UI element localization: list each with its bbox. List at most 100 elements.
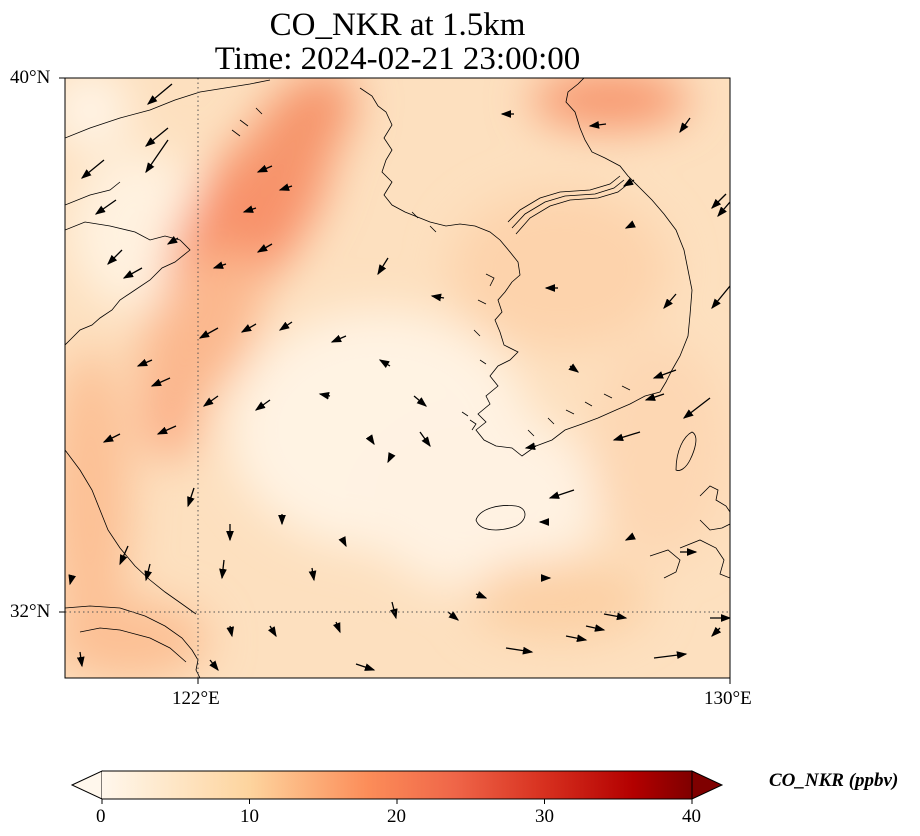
korea-west-coast — [475, 78, 693, 457]
map-title-line2: Time: 2024-02-21 23:00:00 — [214, 41, 581, 77]
kyushu-coast — [649, 485, 730, 579]
wind-vector-arrow — [505, 646, 534, 655]
wind-vector-arrow — [242, 205, 257, 213]
korea-islands — [411, 211, 631, 437]
wind-vector-arrow — [524, 442, 537, 451]
wind-vector-arrow — [330, 334, 347, 343]
wind-vector-arrow — [68, 574, 76, 586]
wind-vector-arrow — [548, 489, 575, 499]
wind-vector-arrow — [102, 433, 121, 443]
wind-vector-arrow — [644, 393, 665, 401]
wind-vector-arrow — [717, 201, 730, 217]
wind-vector-arrow — [308, 567, 317, 582]
colorbar — [70, 770, 724, 804]
wind-vector-arrow — [365, 434, 375, 446]
wind-vector-arrow — [219, 559, 227, 580]
wind-vector-arrow — [144, 563, 152, 582]
wind-vector-arrow — [198, 327, 219, 339]
wind-vector-arrow — [711, 193, 727, 209]
shandong-islands — [231, 107, 263, 137]
colorbar-tick-40: 40 — [682, 806, 701, 827]
wind-vector-arrow — [378, 359, 391, 369]
wind-vector-arrow — [588, 121, 607, 129]
yangtze-coast — [65, 449, 201, 678]
wind-vector-arrow — [94, 199, 117, 215]
colorbar-tick-10: 10 — [240, 806, 259, 827]
wind-vector-arrow — [202, 395, 219, 407]
wind-vector-arrow — [278, 183, 293, 191]
wind-vector-arrow — [568, 363, 580, 373]
concentration-field — [65, 78, 730, 678]
colorbar-tick-20: 20 — [387, 806, 406, 827]
wind-vector-arrow — [278, 321, 293, 331]
bohai-west-coast — [65, 181, 121, 206]
wind-vector-arrow — [652, 369, 677, 379]
yalu-border — [507, 175, 629, 235]
wind-vector-arrow — [603, 612, 628, 621]
wind-vector-arrow — [156, 425, 177, 435]
colorbar-min-extend — [70, 770, 103, 800]
china-coast-north — [65, 221, 191, 346]
wind-vector-arrow — [209, 659, 219, 672]
wind-vector-arrow — [622, 177, 635, 187]
colorbar-tick-30: 30 — [535, 806, 554, 827]
jeju-island — [475, 505, 526, 531]
wind-vector-arrow — [682, 397, 711, 419]
wind-vector-arrow — [256, 164, 273, 173]
wind-vector-arrow — [430, 293, 445, 302]
wind-vector-arrow — [711, 285, 730, 310]
coastlines — [65, 78, 730, 678]
wind-vector-arrow — [663, 293, 677, 309]
wind-vector-arrow — [267, 625, 277, 638]
wind-vector-arrow — [355, 663, 376, 671]
wind-vector-arrow — [212, 261, 227, 269]
liaodong-coast — [65, 79, 271, 139]
wind-vector-arrow — [145, 139, 169, 174]
colorbar-gradient — [102, 771, 692, 799]
wind-vector-arrow — [80, 159, 105, 179]
wind-vector-arrow — [256, 243, 273, 253]
wind-vector-arrow — [419, 431, 431, 448]
wind-vector-arrow — [107, 249, 123, 265]
wind-vector-arrow — [240, 323, 257, 333]
wind-vector-arrow — [413, 395, 427, 407]
wind-vector-arrow — [387, 452, 396, 464]
wind-vector-arrow — [332, 621, 341, 634]
wind-vectors — [68, 83, 730, 672]
wind-vector-arrow — [122, 267, 143, 279]
wind-vector-arrow — [624, 532, 636, 541]
map-title-line1: CO_NKR at 1.5km — [269, 7, 526, 43]
wind-vector-arrow — [565, 634, 588, 643]
gridlines — [65, 78, 730, 678]
wind-vector-arrow — [166, 235, 179, 245]
wind-vector-arrow — [585, 624, 606, 632]
wind-vector-arrow — [119, 545, 129, 566]
wind-vector-arrow — [136, 358, 153, 367]
lat-tick-32n: 32°N — [10, 601, 51, 622]
map-frame — [64, 77, 731, 679]
lon-tick-130e: 130°E — [704, 688, 752, 709]
wind-vector-arrow — [144, 127, 169, 147]
colorbar-max-extend — [691, 770, 724, 800]
wind-vector-arrow — [653, 651, 688, 659]
lon-tick-122e: 122°E — [172, 688, 220, 709]
wind-vector-arrow — [226, 625, 235, 638]
wind-vector-arrow — [612, 431, 641, 442]
wind-vector-arrow — [475, 590, 488, 599]
wind-vector-arrow — [377, 257, 389, 276]
wind-vector-arrow — [318, 391, 331, 400]
wind-vector-arrow — [76, 651, 85, 668]
colorbar-label: CO_NKR (ppbv) — [769, 770, 899, 791]
lat-tick-40n: 40°N — [10, 67, 51, 88]
wind-vector-arrow — [150, 377, 171, 387]
wind-vector-arrow — [187, 487, 195, 508]
wind-vector-arrow — [254, 399, 271, 411]
tsushima-island — [675, 431, 697, 471]
wind-vector-arrow — [679, 117, 691, 134]
north-korea-west-coast — [359, 87, 521, 283]
wind-vector-arrow — [390, 601, 398, 620]
wind-vector-arrow — [711, 626, 722, 637]
wind-vector-arrow — [338, 536, 347, 548]
colorbar-tick-0: 0 — [96, 806, 106, 827]
